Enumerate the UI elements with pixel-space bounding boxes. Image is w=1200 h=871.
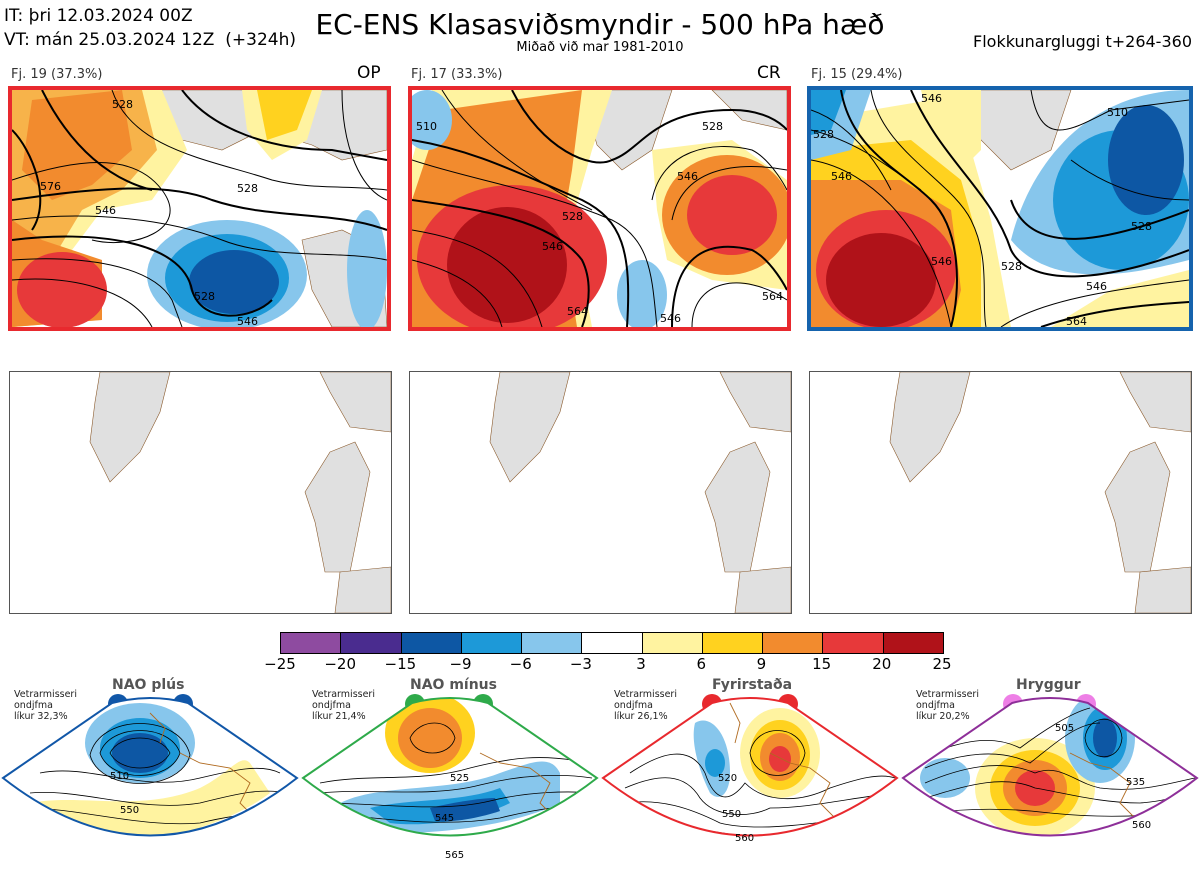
- regime-contour-label: 560: [1132, 820, 1151, 831]
- anomaly-positive: [811, 90, 1189, 327]
- contour-label: 528: [702, 120, 723, 133]
- regime-2-map: 525 545 565: [300, 693, 600, 868]
- colorbar-tick-label: −15: [384, 655, 417, 673]
- contour-label: 528: [194, 290, 215, 303]
- cluster-3-label: Fj. 15 (29.4%): [811, 67, 903, 82]
- height-contours: [12, 90, 387, 327]
- colorbar-swatch: [281, 633, 342, 653]
- regime-4-title: Hryggur: [1016, 677, 1081, 693]
- lower-map-2: [409, 371, 792, 614]
- regime-3-map: 520 550 560: [600, 693, 900, 868]
- anomaly-negative: [811, 90, 1189, 275]
- colorbar-swatch: [341, 633, 402, 653]
- colorbar-tick-label: 25: [932, 655, 952, 673]
- contour-label: 528: [1131, 220, 1152, 233]
- contour-label: 546: [237, 315, 258, 327]
- colorbar-tick-label: 20: [872, 655, 892, 673]
- colorbar-tick-label: 3: [636, 655, 646, 673]
- regime-4-info: Vetrarmisseri ondjfma líkur 20,2%: [916, 689, 979, 722]
- cluster-2-map: 510 528 546 528 564 546 564 546: [408, 86, 791, 331]
- colorbar-tick-label: −6: [509, 655, 532, 673]
- colorbar-swatch: [582, 633, 643, 653]
- page-subtitle: Miðað við mar 1981-2010: [516, 40, 684, 55]
- contour-label: 546: [660, 312, 681, 325]
- regime-4-map: 505 535 560: [900, 693, 1200, 868]
- regime-contour-label: 535: [1126, 777, 1145, 788]
- contour-label: 528: [562, 210, 583, 223]
- contour-label: 576: [40, 180, 61, 193]
- regime-contour-label: 545: [435, 813, 454, 824]
- regime-contour-label: 560: [735, 833, 754, 844]
- contour-label: 546: [931, 255, 952, 268]
- contour-label: 528: [1001, 260, 1022, 273]
- contour-label: 564: [567, 305, 588, 318]
- contour-label: 546: [677, 170, 698, 183]
- regime-contour-label: 550: [722, 809, 741, 820]
- contour-label: 546: [831, 170, 852, 183]
- anomaly-positive: [12, 90, 322, 327]
- header-info: IT: þri 12.03.2024 00Z VT: mán 25.03.2024…: [4, 4, 296, 52]
- colorbar-tick-label: −20: [324, 655, 356, 673]
- contour-label: 528: [813, 128, 834, 141]
- colorbar-tick-label: −3: [569, 655, 592, 673]
- height-contours: [412, 90, 787, 327]
- contour-label: 546: [1086, 280, 1107, 293]
- regime-1-title: NAO plús: [112, 677, 185, 693]
- regime-3-title: Fyrirstaða: [712, 677, 793, 693]
- contour-label: 510: [416, 120, 437, 133]
- cluster-2-tag: CR: [757, 63, 781, 83]
- page-title: EC-ENS Klasasviðsmyndir - 500 hPa hæð: [315, 8, 885, 41]
- regime-contour-label: 505: [1055, 723, 1074, 734]
- cluster-3-map: 510 528 546 528 546 564 546 546 528: [807, 86, 1193, 331]
- height-contours: [811, 90, 1189, 327]
- land-masses: [489, 372, 791, 613]
- contour-label: 528: [112, 98, 133, 111]
- colorbar-tick-label: 6: [696, 655, 707, 673]
- cluster-1-map: 528 546 528 546 528 576: [8, 86, 391, 331]
- colorbar-tick-label: −25: [264, 655, 296, 673]
- colorbar: [280, 632, 944, 654]
- contour-label: 510: [1107, 106, 1128, 119]
- anomaly-positive: [412, 90, 787, 327]
- contour-label: 546: [921, 92, 942, 105]
- contour-label: 564: [762, 290, 783, 303]
- land-masses: [889, 372, 1191, 613]
- cluster-1-label: Fj. 19 (37.3%): [11, 67, 103, 82]
- colorbar-swatch: [883, 633, 943, 653]
- cluster-2-label: Fj. 17 (33.3%): [411, 67, 503, 82]
- colorbar-tick-label: 15: [812, 655, 832, 673]
- regime-contour-label: 525: [450, 773, 469, 784]
- anomaly-negative: [412, 90, 667, 327]
- regime-contour-label: 550: [120, 805, 139, 816]
- contour-label: 528: [237, 182, 258, 195]
- cluster-1-tag: OP: [357, 63, 381, 83]
- land-masses: [89, 372, 391, 613]
- colorbar-swatch: [763, 633, 824, 653]
- contour-label: 546: [95, 204, 116, 217]
- colorbar-ticks: −25 −20 −15 −9 −6 −3 3 6 9 15 20 25: [264, 655, 952, 675]
- colorbar-swatch: [522, 633, 583, 653]
- contour-label: 546: [542, 240, 563, 253]
- colorbar-tick-label: −9: [449, 655, 472, 673]
- valid-time: VT: mán 25.03.2024 12Z (+324h): [4, 30, 296, 50]
- regime-2-info: Vetrarmisseri ondjfma líkur 21,4%: [312, 689, 375, 722]
- colorbar-swatch: [702, 633, 764, 653]
- regime-1-map: 510 550: [0, 693, 300, 868]
- regime-contour-label: 565: [445, 850, 464, 861]
- colorbar-swatch: [823, 633, 884, 653]
- colorbar-swatch: [461, 633, 523, 653]
- clustering-window: Flokkunargluggi t+264-360: [973, 32, 1192, 51]
- regime-3-info: Vetrarmisseri ondjfma líkur 26,1%: [614, 689, 677, 722]
- initial-time: IT: þri 12.03.2024 00Z: [4, 6, 193, 26]
- regime-1-info: Vetrarmisseri ondjfma líkur 32,3%: [14, 689, 77, 722]
- colorbar-swatch: [401, 633, 462, 653]
- regime-2-title: NAO mínus: [410, 677, 497, 693]
- lower-map-3: [809, 371, 1192, 614]
- regime-contour-label: 510: [110, 771, 129, 782]
- colorbar-tick-label: 9: [756, 655, 767, 673]
- contour-label: 564: [1066, 315, 1087, 327]
- regime-contour-label: 520: [718, 773, 737, 784]
- lower-map-1: [9, 371, 392, 614]
- colorbar-swatch: [642, 633, 703, 653]
